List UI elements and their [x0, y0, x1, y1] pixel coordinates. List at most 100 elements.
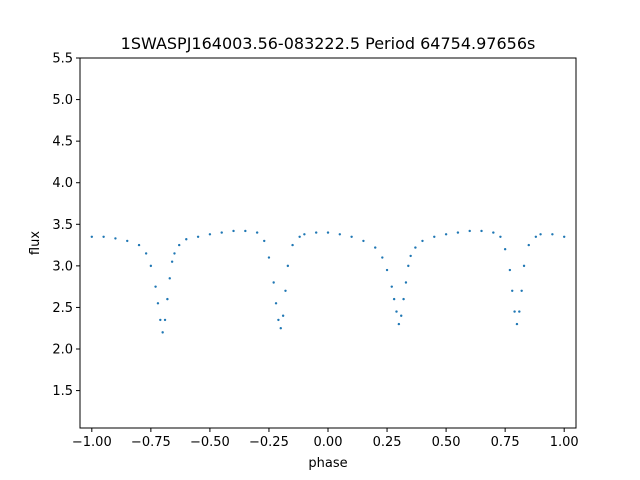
data-point	[456, 231, 460, 234]
data-point	[527, 243, 530, 247]
y-axis-label: flux	[28, 231, 43, 255]
data-point	[468, 229, 471, 233]
y-tick-label: 5.5	[52, 52, 73, 67]
data-point	[314, 231, 318, 234]
x-tick-label: 0.50	[432, 435, 461, 450]
data-point	[291, 243, 294, 247]
data-point	[409, 254, 412, 258]
y-axis: 1.5 2.0 2.5 3.0 3.5 4.0 4.5 5.0 5.5	[52, 52, 80, 399]
x-axis-label: phase	[308, 456, 347, 471]
x-axis: −1.00 −0.75 −0.50 −0.25 0.00 0.25 0.50 0.75 1.00	[72, 428, 579, 450]
data-point	[522, 264, 526, 268]
data-point	[277, 318, 280, 322]
y-tick-label: 2.5	[52, 301, 73, 316]
y-tick-label: 4.5	[52, 135, 73, 150]
data-point	[515, 322, 519, 326]
data-point	[244, 229, 247, 233]
data-point	[397, 322, 401, 326]
data-point	[286, 264, 290, 268]
y-tick-label: 4.0	[52, 176, 73, 191]
data-point	[114, 237, 117, 240]
data-point	[480, 229, 483, 233]
data-point	[284, 289, 287, 293]
x-tick-label: −0.25	[249, 435, 289, 450]
data-point	[166, 297, 169, 301]
data-point	[281, 314, 285, 317]
data-point	[503, 248, 507, 251]
data-point	[400, 314, 403, 317]
x-tick-label: 0.25	[373, 435, 402, 450]
data-point	[220, 231, 223, 234]
data-point	[196, 235, 200, 238]
data-point	[392, 297, 396, 301]
data-point	[407, 264, 410, 268]
x-tick-label: 0.00	[314, 435, 343, 450]
data-point	[444, 233, 448, 236]
data-point	[263, 239, 266, 243]
data-point	[178, 243, 181, 247]
data-point	[433, 235, 436, 238]
data-point	[381, 256, 384, 259]
data-point	[144, 252, 148, 255]
data-point	[421, 239, 424, 243]
y-tick-label: 3.5	[52, 218, 73, 233]
data-point	[338, 233, 342, 236]
data-point	[102, 235, 105, 238]
y-tick-label: 3.0	[52, 259, 73, 274]
y-tick-label: 1.5	[52, 384, 73, 399]
data-point	[255, 231, 259, 234]
data-point	[402, 297, 405, 301]
data-point	[499, 235, 502, 238]
data-point	[362, 239, 365, 243]
data-point	[492, 231, 495, 234]
data-point	[154, 285, 157, 288]
data-point	[159, 318, 162, 322]
x-tick-label: −0.75	[131, 435, 171, 450]
data-point	[404, 281, 408, 284]
data-points	[90, 229, 566, 334]
data-point	[303, 233, 306, 236]
data-point	[551, 233, 554, 236]
data-point	[508, 268, 512, 272]
data-point	[272, 281, 275, 284]
data-point	[156, 302, 160, 305]
data-point	[232, 229, 235, 233]
data-point	[170, 260, 174, 263]
data-point	[149, 264, 153, 268]
x-tick-label: −1.00	[72, 435, 112, 450]
data-point	[173, 252, 176, 255]
x-tick-label: 0.75	[491, 435, 520, 450]
data-point	[350, 235, 353, 238]
data-point	[562, 235, 566, 238]
data-point	[161, 331, 164, 334]
data-point	[511, 289, 514, 293]
x-tick-label: 1.00	[550, 435, 579, 450]
data-point	[539, 233, 542, 236]
data-point	[137, 243, 141, 247]
y-tick-label: 5.0	[52, 93, 73, 108]
data-point	[168, 277, 171, 280]
data-point	[279, 327, 282, 330]
data-point	[385, 268, 389, 272]
data-point	[274, 302, 278, 305]
data-point	[520, 289, 523, 293]
data-point	[390, 285, 393, 288]
chart-title: 1SWASPJ164003.56-083222.5 Period 64754.9…	[121, 34, 536, 53]
data-point	[395, 310, 398, 313]
data-point	[374, 246, 377, 249]
data-point	[513, 310, 516, 313]
data-point	[298, 235, 301, 238]
data-point	[90, 235, 94, 238]
y-tick-label: 2.0	[52, 343, 73, 358]
data-point	[126, 239, 129, 243]
x-tick-label: −0.50	[190, 435, 230, 450]
data-point	[163, 318, 167, 322]
data-point	[518, 310, 521, 313]
data-point	[208, 233, 212, 236]
data-point	[267, 256, 271, 259]
data-point	[534, 235, 538, 238]
data-point	[414, 246, 417, 249]
data-point	[326, 231, 330, 234]
